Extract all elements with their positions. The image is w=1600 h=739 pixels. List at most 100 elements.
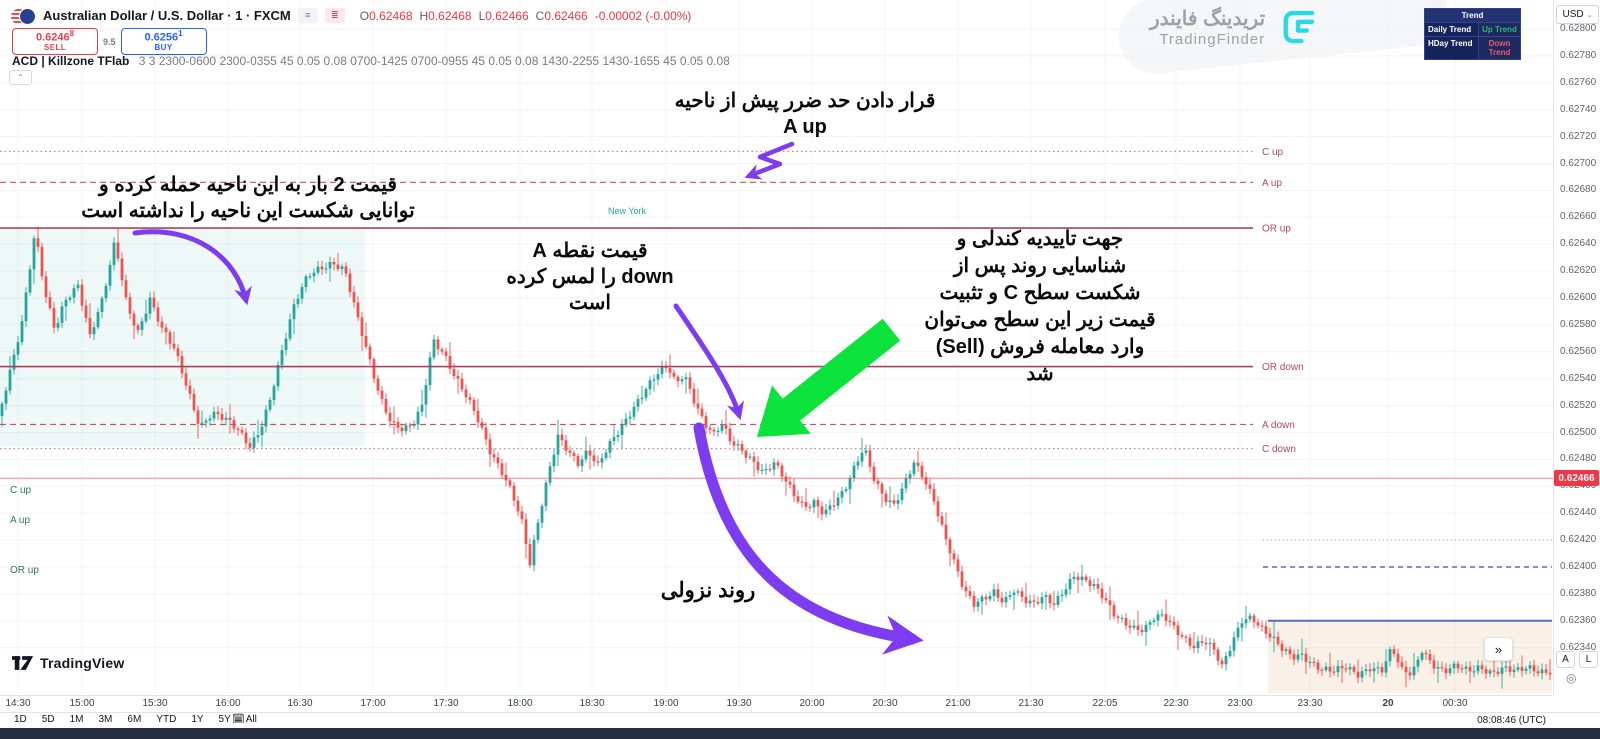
price-axis[interactable]: 0.62800 0.62780 0.62760 0.62740 0.62720 0.627… [1553, 0, 1600, 695]
time-tick: 15:30 [142, 698, 168, 709]
price-tick: 0.62660 [1560, 211, 1597, 223]
close-value: 0.62466 [544, 8, 588, 23]
annotation-sell-entry: جهت تاییدیه کندلی و شناسایی روند پس از ش… [924, 228, 1156, 385]
time-tick: 16:00 [215, 698, 241, 709]
ohlc-readout: O0.62468 H0.62468 L0.62466 C0.62466 -0.0… [359, 8, 692, 23]
left-level-label-C-up: C up [10, 485, 32, 496]
collapse-indicator-button[interactable]: ⌃ [9, 70, 32, 85]
price-tick: 0.62400 [1560, 561, 1597, 572]
tradingview-logo-icon [12, 655, 34, 670]
time-tick: 22:05 [1092, 698, 1118, 709]
scroll-right-button[interactable]: » [1484, 637, 1513, 661]
go-to-date-button[interactable]: 🗓 [232, 714, 245, 725]
time-tick: 16:30 [287, 698, 313, 709]
price-tick: 0.62540 [1560, 372, 1597, 384]
range-button-1m[interactable]: 1M [69, 714, 84, 725]
indicator-legend[interactable]: ACD | Killzone TFlab 3 3 2300-0600 2300-… [12, 54, 730, 68]
order-panel: 0.62468 SELL 9.5 0.62561 BUY [12, 28, 207, 55]
price-tick: 0.62620 [1560, 265, 1597, 277]
price-tick: 0.62680 [1560, 184, 1597, 196]
level-label-OR-down: OR down [1262, 362, 1304, 373]
left-level-label-A-up: A up [10, 515, 30, 526]
time-tick: 23:00 [1227, 698, 1253, 709]
price-tick: 0.62800 [1560, 23, 1597, 34]
high-value: 0.62468 [428, 8, 472, 23]
chart-style-button[interactable]: ≡ [297, 8, 318, 23]
price-tick: 0.62340 [1560, 641, 1597, 653]
range-button-1y[interactable]: 1Y [191, 714, 204, 725]
time-tick: 19:30 [726, 698, 752, 709]
level-label-C-up: C up [1262, 147, 1284, 158]
price-tick: 0.62520 [1560, 399, 1597, 411]
time-tick: 20:30 [872, 698, 898, 709]
price-tick: 0.62380 [1560, 587, 1597, 599]
time-tick: 22:30 [1163, 698, 1189, 709]
trend-table: Trend Daily Trend Up Trend HDay Trend Do… [1424, 8, 1521, 60]
bottom-dark-strip [0, 728, 1600, 739]
indicator-name: ACD | Killzone TFlab [12, 54, 130, 68]
indicator-params: 3 3 2300-0600 2300-0355 45 0.05 0.08 070… [138, 54, 730, 68]
price-tick: 0.62420 [1560, 534, 1597, 546]
symbol-title[interactable]: Australian Dollar / U.S. Dollar · 1 · FX… [43, 8, 291, 23]
session-label-new-york: New York [608, 206, 647, 216]
price-tick: 0.62580 [1560, 318, 1597, 330]
range-button-1d[interactable]: 1D [14, 714, 27, 725]
tradingfinder-watermark: تریدینگ فایندر TradingFinder [1150, 6, 1319, 48]
timezone-clock[interactable]: 08:08:46 (UTC) [1477, 715, 1546, 726]
level-label-A-up: A up [1262, 178, 1282, 189]
tradingfinder-logo-icon [1283, 10, 1315, 44]
range-button-5d[interactable]: 5D [41, 714, 55, 725]
daily-trend-row: Daily Trend Up Trend [1425, 23, 1520, 37]
price-tick: 0.62500 [1560, 426, 1597, 438]
level-label-OR-up: OR up [1262, 224, 1291, 235]
spread-value: 9.5 [103, 36, 116, 47]
annotation-touch-a-down: قیمت نقطه A down را لمس کرده است [506, 240, 674, 314]
level-label-A-down: A down [1262, 420, 1295, 431]
low-value: 0.62466 [485, 8, 529, 23]
tradingview-logo[interactable]: TradingView [12, 655, 124, 671]
time-tick: 21:30 [1018, 698, 1044, 709]
price-tick: 0.62560 [1560, 345, 1597, 357]
open-value: 0.62468 [369, 8, 413, 23]
last-price-badge: 0.62466 [1554, 470, 1599, 487]
currency-dropdown[interactable]: USD ⌄ [1556, 5, 1599, 24]
downtrend-big-arrow [693, 422, 924, 655]
trend-table-title: Trend [1425, 9, 1520, 23]
bottom-toolbar: 1D 5D 1M 3M 6M YTD 1Y 5Y All 🗓 08:08:46 (UTC) [0, 712, 1600, 729]
time-tick: 17:00 [360, 698, 386, 709]
price-tick: 0.62720 [1560, 130, 1597, 142]
range-button-ytd[interactable]: YTD [156, 714, 177, 725]
attack-curved-arrow [132, 229, 252, 306]
symbol-pair-icon [10, 7, 36, 25]
price-tick: 0.62760 [1560, 76, 1597, 88]
time-tick: 20 [1382, 698, 1394, 709]
sell-button[interactable]: 0.62468 SELL [12, 28, 98, 55]
tradingview-logo-text: TradingView [40, 655, 125, 671]
range-button-5y[interactable]: 5Y [218, 714, 231, 725]
price-tick: 0.62780 [1560, 49, 1597, 61]
sell-entry-green-arrow [757, 318, 901, 437]
range-button-all[interactable]: All [245, 714, 257, 725]
buy-button[interactable]: 0.62561 BUY [120, 28, 207, 55]
auto-scale-button[interactable]: A [1556, 651, 1575, 668]
price-tick: 0.62640 [1560, 238, 1597, 250]
price-tick: 0.62360 [1560, 614, 1597, 626]
change-value: -0.00002 (-0.00%) [594, 8, 692, 23]
time-tick: 23:30 [1297, 698, 1323, 709]
hday-trend-value: Down Trend [1488, 39, 1511, 57]
scale-reset-icon[interactable]: ◎ [1566, 671, 1577, 685]
hday-trend-row: HDay Trend Down Trend [1425, 37, 1520, 59]
range-button-3m[interactable]: 3M [98, 714, 113, 725]
time-tick: 00:30 [1442, 698, 1468, 709]
time-tick: 19:00 [653, 698, 679, 709]
time-tick: 18:30 [579, 698, 605, 709]
price-tick: 0.62600 [1560, 292, 1597, 303]
watchlist-button[interactable]: ≣ [324, 8, 345, 23]
range-button-6m[interactable]: 6M [127, 714, 142, 725]
time-axis[interactable]: 14:30 15:00 15:30 16:00 16:30 17:00 17:30 18:00… [0, 695, 1553, 712]
annotation-stop-loss: قرار دادن حد ضرر پیش از ناحیه A up [674, 90, 936, 138]
log-scale-button[interactable]: L [1579, 651, 1598, 668]
watermark-farsi: تریدینگ فایندر [1150, 8, 1266, 30]
time-tick: 17:30 [433, 698, 459, 709]
